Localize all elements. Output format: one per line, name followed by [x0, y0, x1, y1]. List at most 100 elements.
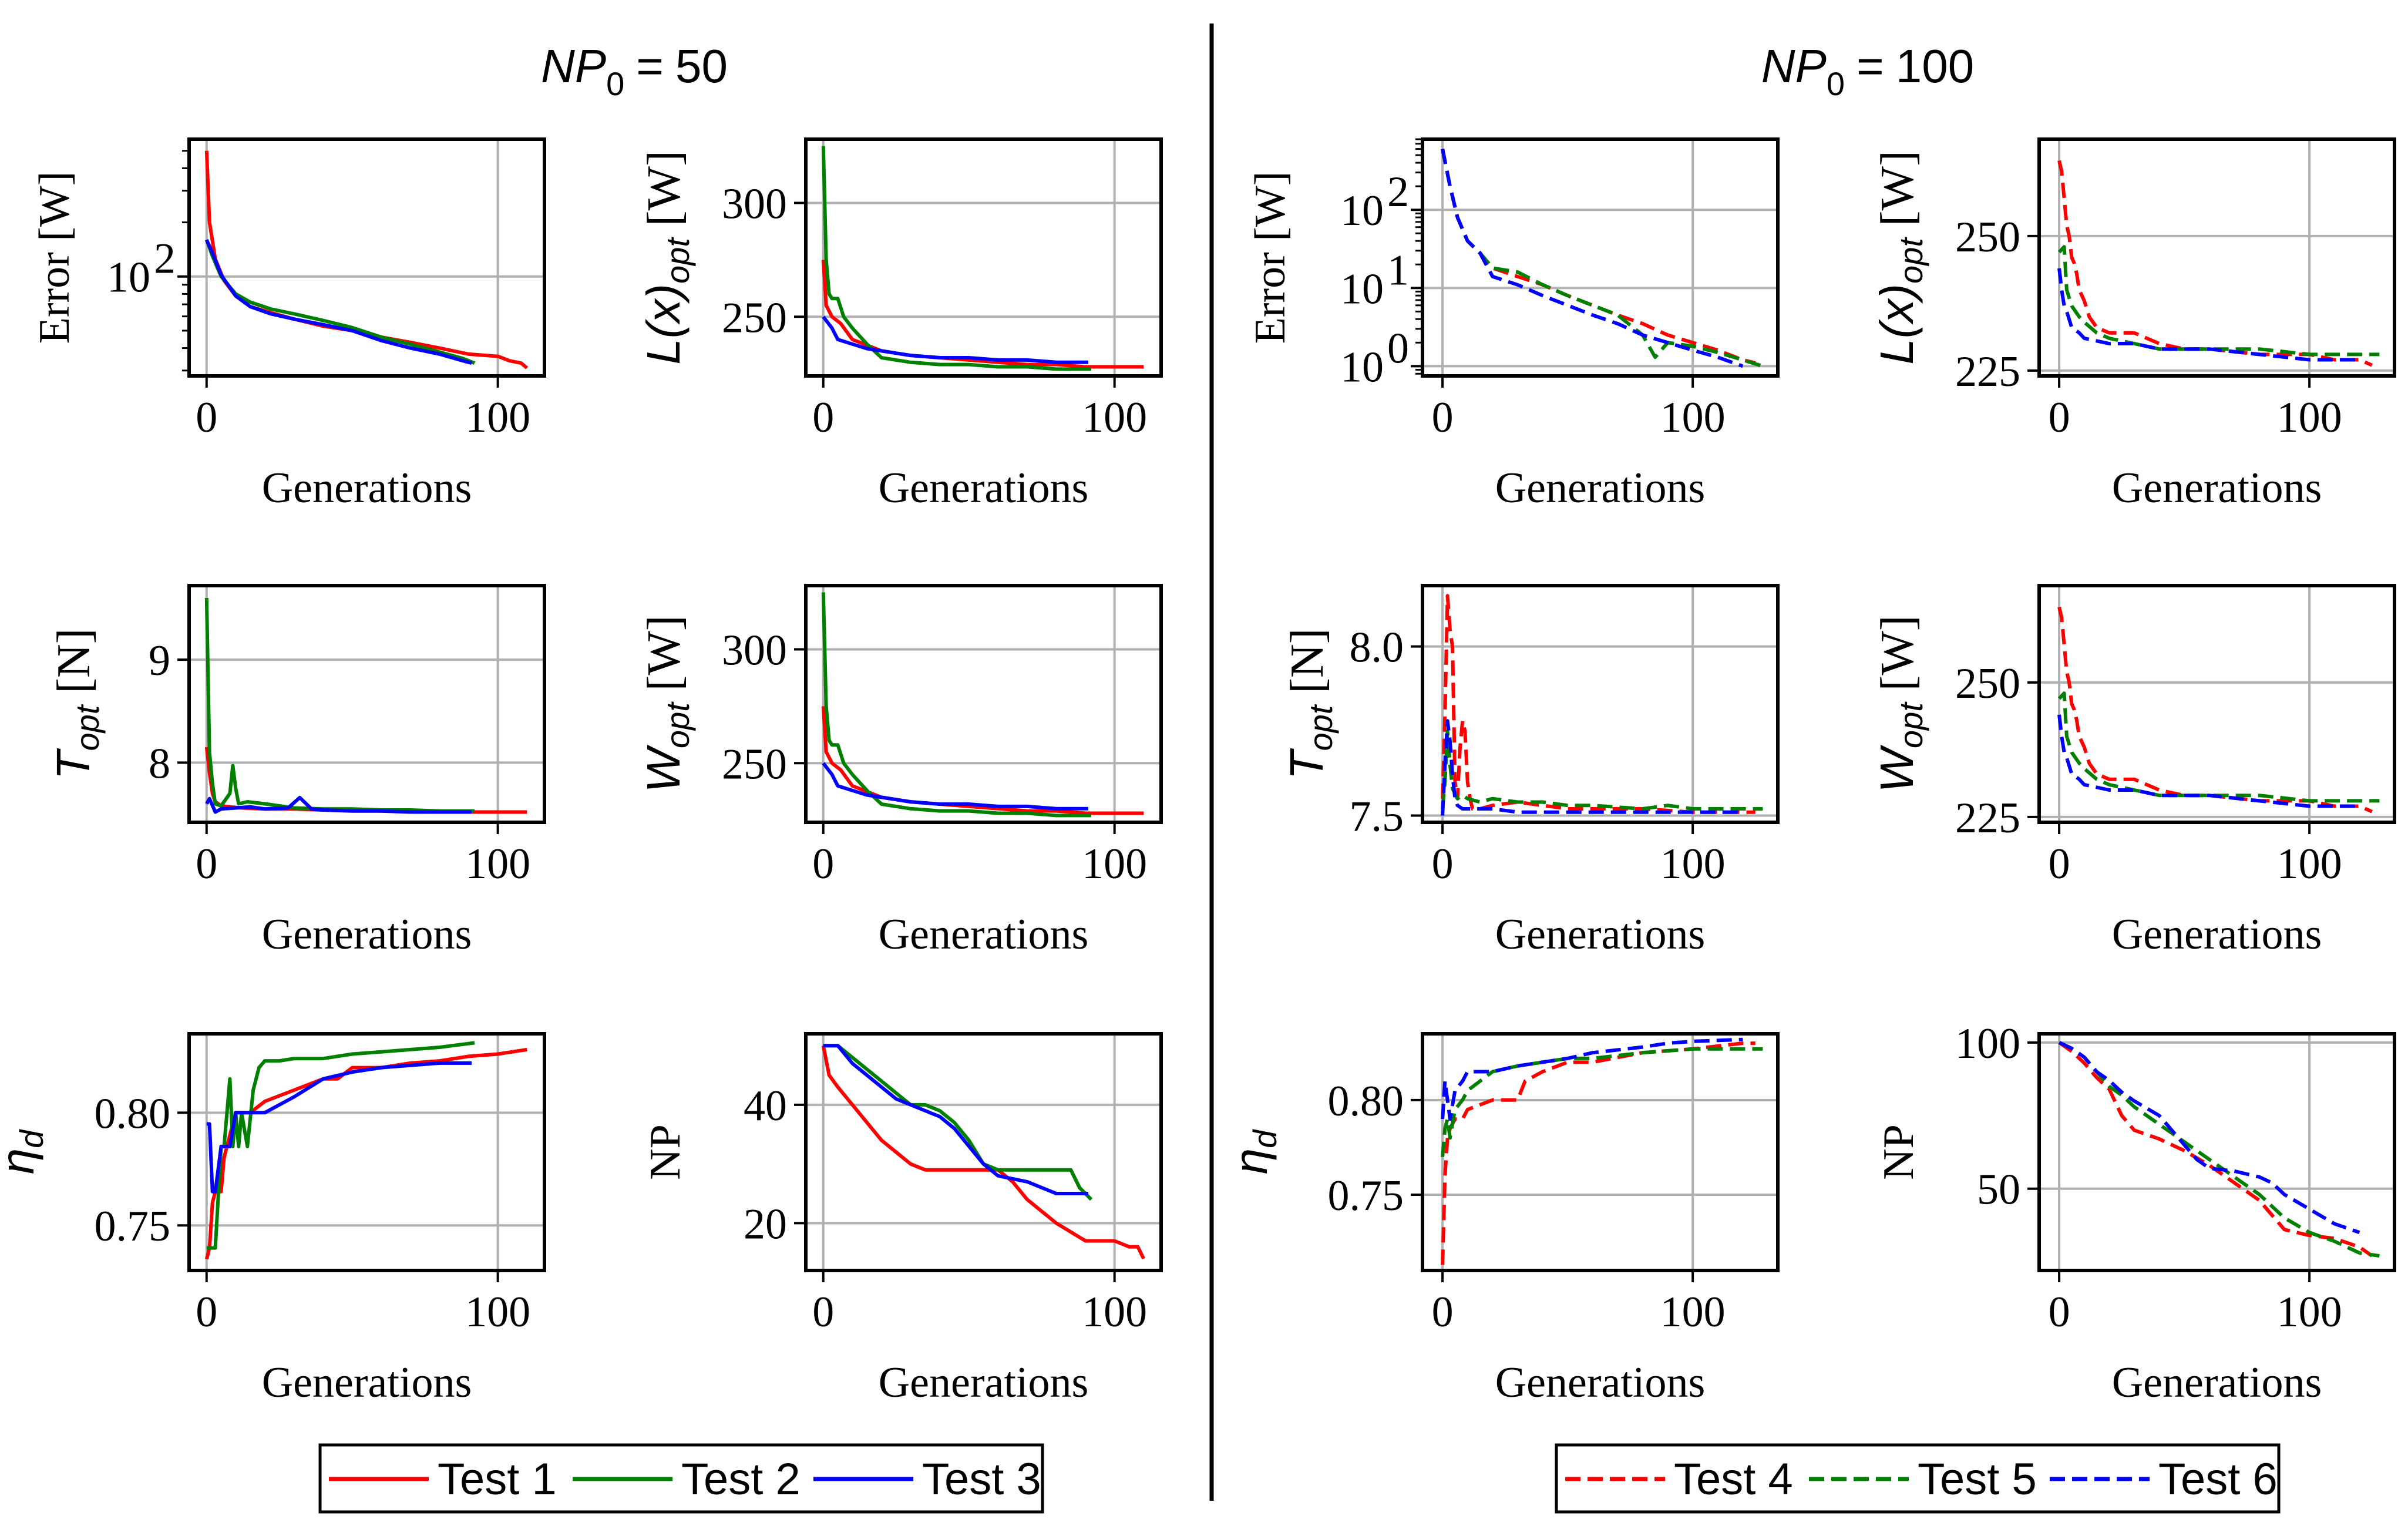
xtick-label-L-power-0: 0	[812, 840, 834, 888]
ylabel-L-eta: ηd	[0, 1129, 50, 1174]
xlabel-R-loss: Generations	[2112, 464, 2322, 512]
xtick-label-L-power-1: 100	[1082, 840, 1147, 888]
ylabel-R-power: Wopt [W]	[1871, 615, 1929, 792]
title-right-value: 100	[1896, 40, 1974, 92]
series-L-loss-test3	[822, 315, 1088, 364]
ylabel-L-error: Error [W]	[31, 172, 79, 344]
legend-right-frame	[1555, 1443, 2281, 1514]
ylabel-L-loss: L(x)opt [W]	[637, 150, 696, 364]
title-right: NP0 = 100	[1761, 40, 1975, 102]
ytick-label-R-loss-1: 250	[1955, 213, 2020, 261]
ylabel-L-power: Wopt [W]	[637, 615, 696, 792]
axes-frame-L-eta	[187, 1032, 546, 1272]
xlabel-L-np: Generations	[879, 1359, 1089, 1407]
xlabel-L-power: Generations	[879, 910, 1089, 959]
xlabel-L-eta: Generations	[262, 1359, 472, 1407]
xlabel-R-eta: Generations	[1495, 1359, 1706, 1407]
ylabel-R-loss: L(x)opt [W]	[1871, 150, 1929, 364]
axes-frame-L-thrust	[187, 584, 546, 824]
ylabel-R-eta: ηd	[1225, 1129, 1283, 1174]
ytick-label-R-thrust-0: 7.5	[1350, 792, 1404, 841]
subplot-L-eta: 0 100 0.75 0.80 Generations ηd	[0, 1032, 546, 1407]
xtick-label-R-eta-0: 0	[1432, 1288, 1454, 1336]
ytick-label-L-np-1: 40	[744, 1082, 787, 1130]
series-L-power-test3	[822, 762, 1088, 811]
xtick-label-R-power-0: 0	[2049, 840, 2070, 888]
ytick-label-R-np-0: 50	[1977, 1166, 2020, 1214]
series-L-power-test2	[821, 592, 1091, 818]
ylabel-L-thrust: Topt [N]	[47, 628, 106, 780]
ylabel-R-error: Error [W]	[1246, 172, 1294, 344]
xtick-label-L-loss-0: 0	[812, 394, 834, 442]
series-R-eta-test5	[1441, 1047, 1763, 1157]
title-right-equals: =	[1857, 40, 1884, 92]
legend-label-test1: Test 1	[438, 1454, 557, 1504]
series-L-np-test1	[821, 1045, 1145, 1260]
series-R-power-test5	[2057, 691, 2380, 803]
series-R-eta-test4	[1441, 1041, 1755, 1265]
title-left-np: NP	[541, 40, 606, 92]
ytick-label-R-np-1: 100	[1955, 1020, 2020, 1068]
axes-frame-L-np	[804, 1032, 1163, 1272]
axes-frame-R-loss	[2037, 137, 2396, 378]
legend-label-test5: Test 5	[1918, 1454, 2037, 1504]
series-R-power-test6	[2057, 714, 2360, 808]
series-R-eta-test6	[1441, 1037, 1743, 1121]
legend-left-frame	[318, 1443, 1044, 1514]
series-R-np-test6	[2058, 1041, 2360, 1235]
axes-frame-L-loss	[804, 137, 1163, 378]
ylabel-R-thrust: Topt [N]	[1280, 628, 1339, 780]
legend-label-test6: Test 6	[2158, 1454, 2278, 1504]
xtick-label-R-power-1: 100	[2277, 840, 2342, 888]
subplot-R-thrust: 0 100 7.5 8.0 Generations Topt [N]	[1280, 584, 1780, 959]
ytick-label-R-thrust-1: 8.0	[1350, 624, 1404, 672]
title-left: NP0 = 50	[541, 40, 728, 102]
xtick-label-L-loss-1: 100	[1082, 394, 1147, 442]
ytick-label-L-error-0: 10	[107, 254, 150, 302]
xtick-label-R-loss-1: 100	[2277, 394, 2342, 442]
series-L-loss-test2	[821, 146, 1091, 371]
series-R-thrust-test4	[1441, 594, 1755, 814]
subplot-R-power: 0 100 225 250 Generations Wopt [W]	[1871, 584, 2396, 959]
axes-frame-R-np	[2037, 1032, 2396, 1272]
axes-frame-L-error	[187, 137, 546, 378]
xtick-label-R-thrust-0: 0	[1432, 840, 1454, 888]
xtick-label-R-error-1: 100	[1660, 394, 1726, 442]
legend-label-test3: Test 3	[922, 1454, 1041, 1504]
xtick-label-L-np-0: 0	[812, 1288, 834, 1336]
legend-left: Test 1 Test 2 Test 3	[318, 1443, 1044, 1514]
xtick-label-R-loss-0: 0	[2049, 394, 2070, 442]
ytick-label-R-loss-0: 225	[1955, 348, 2020, 396]
xtick-label-R-np-0: 0	[2049, 1288, 2070, 1336]
series-L-eta-test3	[206, 1061, 472, 1194]
title-right-np: NP	[1761, 40, 1827, 92]
ytick-exp-L-error-0: 2	[154, 235, 176, 283]
series-R-thrust-test6	[1441, 719, 1743, 816]
legend-label-test2: Test 2	[681, 1454, 801, 1504]
xlabel-L-loss: Generations	[879, 464, 1089, 512]
ytick-label-L-power-0: 250	[722, 740, 787, 788]
xtick-label-R-error-0: 0	[1432, 394, 1454, 442]
xtick-label-L-thrust-0: 0	[196, 840, 217, 888]
subplot-L-power: 0 100 250 300 Generations Wopt [W]	[637, 584, 1163, 959]
ytick-label-L-eta-1: 0.80	[95, 1090, 171, 1138]
ylabel-L-np: NP	[641, 1124, 690, 1180]
ytick-label-R-error-1: 10	[1340, 265, 1384, 313]
subplot-L-thrust: 0 100 8 9 Generations Topt [N]	[47, 584, 546, 959]
ytick-label-L-eta-0: 0.75	[95, 1202, 171, 1251]
ytick-label-R-eta-0: 0.75	[1328, 1172, 1404, 1220]
series-R-loss-test6	[2057, 268, 2360, 362]
ytick-label-R-error-0: 10	[1340, 343, 1384, 391]
ytick-label-L-thrust-1: 9	[149, 637, 170, 685]
ylabel-R-np: NP	[1875, 1124, 1923, 1180]
xtick-label-R-np-1: 100	[2277, 1288, 2342, 1336]
ytick-label-L-power-1: 300	[722, 627, 787, 675]
series-L-error-test3	[205, 238, 472, 365]
series-R-loss-test4	[2057, 160, 2373, 367]
series-R-np-test4	[2058, 1041, 2373, 1258]
series-R-np-test5	[2058, 1041, 2380, 1258]
title-left-value: 50	[675, 40, 728, 92]
xlabel-R-np: Generations	[2112, 1359, 2322, 1407]
